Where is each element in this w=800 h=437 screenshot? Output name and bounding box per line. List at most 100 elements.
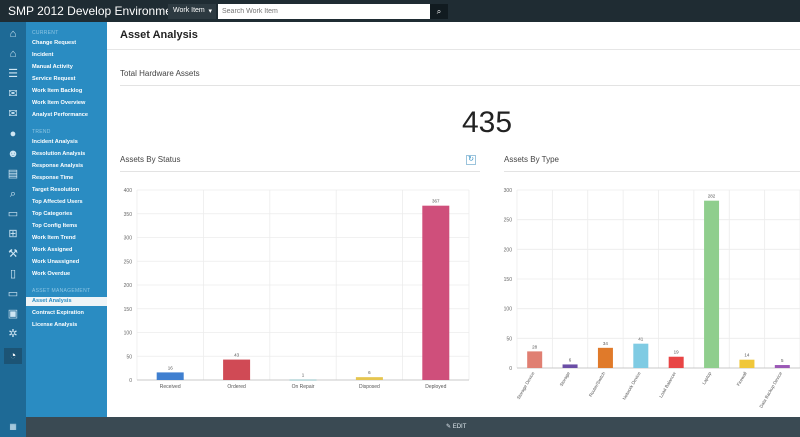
search-icon: ⌕ xyxy=(436,7,442,16)
y-tick-label: 300 xyxy=(504,188,513,194)
main-content: Asset Analysis Total Hardware Assets 435… xyxy=(107,22,800,417)
x-tick-label: Laptop xyxy=(701,371,712,386)
top-bar: SMP 2012 Develop Environment Work Item ▾… xyxy=(0,0,800,22)
edit-button[interactable]: ✎ EDIT xyxy=(446,423,466,430)
bar xyxy=(704,200,720,368)
sitemap-icon[interactable]: ⊞ xyxy=(8,228,18,240)
bar xyxy=(668,356,684,368)
assets-by-status-chart: 05010015020025030035040016Received43Orde… xyxy=(124,188,470,390)
bar-value-label: 41 xyxy=(638,337,644,342)
bar-value-label: 6 xyxy=(569,357,572,362)
nav-item-response-analysis[interactable]: Response Analysis xyxy=(32,163,84,169)
nav-item-work-assigned[interactable]: Work Assigned xyxy=(32,247,73,253)
nav-item-change-request[interactable]: Change Request xyxy=(32,40,77,46)
bar-value-label: 282 xyxy=(708,194,716,199)
nav-item-incident[interactable]: Incident xyxy=(32,52,54,58)
list-icon[interactable]: ☰ xyxy=(8,68,18,80)
users-icon[interactable]: ☻ xyxy=(7,148,19,160)
bar-value-label: 367 xyxy=(432,199,440,204)
y-tick-label: 400 xyxy=(124,188,133,194)
nav-item-work-overdue[interactable]: Work Overdue xyxy=(32,271,71,277)
bar-value-label: 28 xyxy=(532,344,538,349)
search-input[interactable] xyxy=(218,4,430,19)
bar-value-label: 1 xyxy=(302,373,305,378)
report-icon[interactable]: ▣ xyxy=(7,308,19,320)
refresh-button[interactable]: ↻ xyxy=(466,155,476,165)
y-tick-label: 200 xyxy=(124,283,133,289)
y-tick-label: 150 xyxy=(504,277,513,283)
nav-item-work-item-trend[interactable]: Work Item Trend xyxy=(32,235,76,241)
bottom-bar: ▦ ✎ EDIT xyxy=(0,417,800,437)
nav-item-work-unassigned[interactable]: Work Unassigned xyxy=(32,259,80,265)
nav-item-top-affected-users[interactable]: Top Affected Users xyxy=(32,199,83,205)
table-icon[interactable]: ▤ xyxy=(7,168,19,180)
nav-item-manual-activity[interactable]: Manual Activity xyxy=(32,64,73,70)
nav-item-contract-expiration[interactable]: Contract Expiration xyxy=(32,310,84,316)
report-navigation: CURRENT Change Request Incident Manual A… xyxy=(26,22,107,417)
bar xyxy=(774,365,790,368)
x-tick-label: Storage Device xyxy=(516,371,536,401)
bar xyxy=(289,379,317,381)
bar xyxy=(355,377,383,380)
bar xyxy=(527,351,543,368)
y-tick-label: 50 xyxy=(126,354,132,360)
x-tick-label: Data Backup Device xyxy=(758,371,783,409)
divider xyxy=(107,49,800,50)
y-tick-label: 300 xyxy=(124,236,133,242)
y-tick-label: 0 xyxy=(129,378,132,384)
nav-item-asset-analysis[interactable]: Asset Analysis xyxy=(26,297,107,306)
x-tick-label: Load Balancer xyxy=(658,371,677,399)
x-tick-label: Deployed xyxy=(425,384,446,390)
nav-item-response-time[interactable]: Response Time xyxy=(32,175,74,181)
nav-item-top-config-items[interactable]: Top Config Items xyxy=(32,223,78,229)
x-tick-label: Received xyxy=(160,384,181,390)
divider xyxy=(504,171,800,172)
work-item-select-label: Work Item xyxy=(173,7,205,14)
y-tick-label: 250 xyxy=(124,259,133,265)
bar xyxy=(422,205,450,380)
bar xyxy=(223,359,251,380)
nav-item-work-item-overview[interactable]: Work Item Overview xyxy=(32,100,86,106)
assets-by-type-chart: 0 50 100 150 200 250 300 28 Storage Device 6 Stora… xyxy=(504,188,800,409)
search-button[interactable]: ⌕ xyxy=(430,4,448,19)
nav-item-target-resolution[interactable]: Target Resolution xyxy=(32,187,80,193)
comment-icon[interactable]: ✉ xyxy=(8,88,18,100)
x-tick-label: Storage xyxy=(559,371,571,388)
desktop-icon[interactable]: ▭ xyxy=(7,208,19,220)
home-icon[interactable]: ⌂ xyxy=(9,28,17,40)
grid-icon[interactable]: ▦ xyxy=(0,417,26,437)
x-tick-label: Disposed xyxy=(359,384,380,390)
comments-icon[interactable]: ✉ xyxy=(8,108,18,120)
y-tick-label: 200 xyxy=(504,247,513,253)
nav-item-work-item-backlog[interactable]: Work Item Backlog xyxy=(32,88,83,94)
user-icon[interactable]: ● xyxy=(9,128,17,140)
y-tick-label: 250 xyxy=(504,218,513,224)
search-icon[interactable]: ⌕ xyxy=(9,188,17,200)
wrench-icon[interactable]: ⚒ xyxy=(8,248,18,260)
divider xyxy=(120,85,800,86)
nav-item-analyst-performance[interactable]: Analyst Performance xyxy=(32,112,88,118)
gear-icon[interactable]: ✲ xyxy=(8,328,18,340)
work-item-select[interactable]: Work Item ▾ xyxy=(168,4,216,19)
nav-item-service-request[interactable]: Service Request xyxy=(32,76,76,82)
edit-label: EDIT xyxy=(452,424,467,430)
y-tick-label: 50 xyxy=(506,336,512,342)
y-tick-label: 100 xyxy=(124,331,133,337)
x-tick-label: On Repair xyxy=(292,384,315,390)
nav-item-resolution-analysis[interactable]: Resolution Analysis xyxy=(32,151,86,157)
laptop-icon[interactable]: ▭ xyxy=(7,288,19,300)
icon-sidebar: ⌂ ⌂ ☰ ✉ ✉ ● ☻ ▤ ⌕ ▭ ⊞ ⚒ ▯ ▭ ▣ ✲ ◔ xyxy=(0,22,26,417)
nav-item-license-analysis[interactable]: License Analysis xyxy=(32,322,78,328)
y-tick-label: 100 xyxy=(504,307,513,313)
x-tick-label: Router/Switch xyxy=(588,371,607,398)
nav-item-top-categories[interactable]: Top Categories xyxy=(32,211,73,217)
bar-value-label: 6 xyxy=(368,370,371,375)
pie-chart-icon[interactable]: ◔ xyxy=(4,348,22,364)
assets-by-status-title: Assets By Status xyxy=(120,155,181,164)
x-tick-label: Firewall xyxy=(736,371,748,387)
nav-item-incident-analysis[interactable]: Incident Analysis xyxy=(32,139,78,145)
assets-by-type-title: Assets By Type xyxy=(504,155,559,164)
home-icon[interactable]: ⌂ xyxy=(9,48,17,60)
document-icon[interactable]: ▯ xyxy=(9,268,17,280)
bar xyxy=(633,343,649,368)
